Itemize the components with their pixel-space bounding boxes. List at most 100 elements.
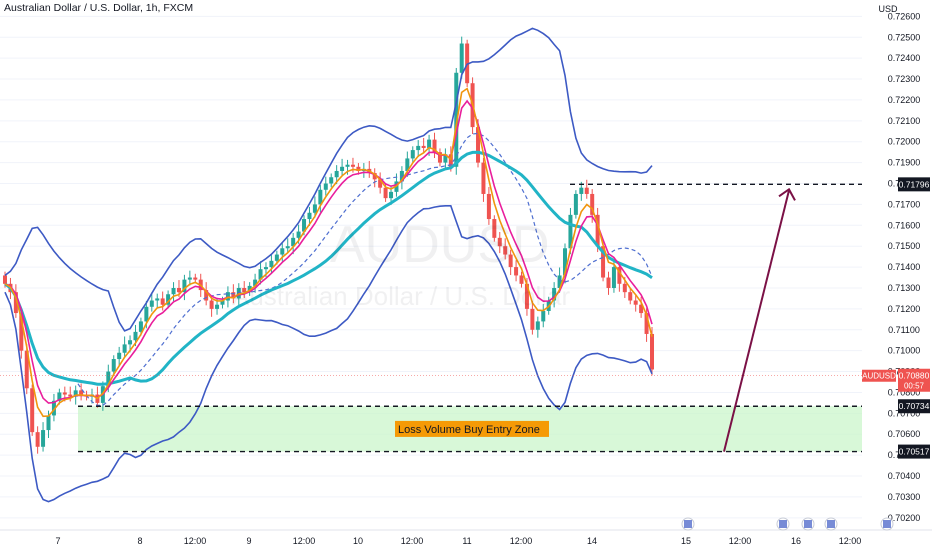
y-tick-label: 0.71400 bbox=[888, 262, 921, 272]
candle-body bbox=[176, 287, 181, 293]
candle-body bbox=[68, 394, 73, 397]
candle-body bbox=[231, 292, 236, 299]
y-tick-label: 0.70200 bbox=[888, 513, 921, 523]
candle-body bbox=[416, 145, 421, 151]
candle-body bbox=[448, 154, 453, 167]
level-price-tag bbox=[898, 444, 930, 459]
candle-body bbox=[465, 43, 470, 84]
x-tick-label: 10 bbox=[353, 536, 363, 546]
candle-body bbox=[535, 321, 540, 330]
zone-label: Loss Volume Buy Entry Zone bbox=[398, 424, 540, 436]
candle-body bbox=[193, 277, 198, 280]
candle-body bbox=[372, 173, 377, 180]
x-tick-label: 12:00 bbox=[184, 536, 207, 546]
y-tick-label: 0.72600 bbox=[888, 11, 921, 21]
candle-body bbox=[171, 287, 176, 295]
candle-body bbox=[144, 306, 149, 322]
y-axis-currency: USD bbox=[878, 4, 898, 14]
candle-body bbox=[13, 292, 18, 314]
candle-body bbox=[573, 193, 578, 215]
chart-title: Australian Dollar / U.S. Dollar, 1h, FXC… bbox=[4, 2, 194, 14]
y-tick-label: 0.72500 bbox=[888, 32, 921, 42]
candle-body bbox=[617, 267, 622, 284]
target-arrow-head bbox=[778, 187, 796, 201]
candle-body bbox=[552, 287, 557, 301]
x-tick-label: 7 bbox=[55, 536, 60, 546]
candle-body bbox=[650, 333, 654, 370]
symbol-price-tag bbox=[862, 369, 896, 382]
candle-body bbox=[557, 275, 562, 288]
y-tick-label: 0.70700 bbox=[888, 408, 921, 418]
y-tick-label: 0.70400 bbox=[888, 471, 921, 481]
candle-body bbox=[421, 145, 426, 148]
candle-body bbox=[410, 150, 415, 159]
x-tick-label: 12:00 bbox=[510, 536, 533, 546]
candle-body bbox=[584, 187, 589, 194]
candle-body bbox=[285, 246, 290, 249]
candle-body bbox=[334, 170, 339, 178]
candle-body bbox=[128, 340, 133, 345]
y-tick-label: 0.72400 bbox=[888, 53, 921, 63]
y-tick-label: 0.71900 bbox=[888, 158, 921, 168]
candle-body bbox=[133, 331, 138, 341]
x-tick-label: 11 bbox=[462, 536, 471, 546]
candle-body bbox=[269, 260, 274, 268]
candle-body bbox=[73, 390, 78, 397]
candle-body bbox=[345, 164, 350, 167]
x-tick-label: 9 bbox=[246, 536, 251, 546]
candle-body bbox=[280, 248, 285, 255]
candle-body bbox=[117, 352, 122, 360]
zone-label-bg bbox=[395, 420, 549, 437]
candle-body bbox=[302, 219, 307, 232]
candle-body bbox=[378, 179, 383, 188]
countdown-label: 00:57 bbox=[904, 382, 925, 391]
candle-body bbox=[225, 292, 230, 301]
y-tick-label: 0.71300 bbox=[888, 283, 921, 293]
level-price-tag bbox=[898, 399, 930, 414]
candle-body bbox=[312, 204, 317, 213]
candle-body bbox=[263, 267, 268, 270]
flag-icon bbox=[684, 520, 692, 528]
y-tick-label: 0.71000 bbox=[888, 346, 921, 356]
candle-body bbox=[41, 430, 46, 447]
candle-body bbox=[30, 388, 35, 433]
watermark-symbol: AUDUSD bbox=[330, 216, 550, 274]
x-tick-label: 15 bbox=[681, 536, 691, 546]
x-tick-label: 8 bbox=[137, 536, 142, 546]
y-tick-label: 0.71600 bbox=[888, 220, 921, 230]
candle-body bbox=[405, 158, 410, 171]
y-tick-label: 0.72300 bbox=[888, 74, 921, 84]
candle-body bbox=[356, 166, 361, 171]
candle-body bbox=[215, 304, 220, 309]
candle-body bbox=[486, 193, 491, 220]
x-tick-label: 12:00 bbox=[839, 536, 862, 546]
candle-body bbox=[622, 283, 627, 293]
ma-teal-line bbox=[4, 150, 653, 386]
y-tick-label: 0.71200 bbox=[888, 304, 921, 314]
sma-dashed-line bbox=[4, 132, 653, 407]
candle-body bbox=[242, 287, 247, 293]
candle-body bbox=[79, 390, 84, 395]
candle-body bbox=[182, 279, 187, 293]
y-tick-label: 0.71100 bbox=[888, 325, 920, 335]
flag-icon bbox=[883, 520, 891, 528]
candle-body bbox=[122, 344, 127, 353]
current-price-label: 0.70880 bbox=[899, 371, 930, 381]
candle-body bbox=[19, 313, 24, 351]
candle-body bbox=[166, 294, 171, 305]
symbol-price-label: AUDUSD bbox=[862, 372, 896, 381]
candle-body bbox=[524, 283, 529, 309]
candle-body bbox=[644, 313, 649, 334]
candle-body bbox=[606, 277, 611, 288]
candle-body bbox=[530, 308, 535, 330]
candle-body bbox=[508, 254, 513, 268]
level-price-label: 0.71796 bbox=[899, 179, 930, 189]
level-price-tag bbox=[898, 177, 930, 192]
candle-body bbox=[149, 300, 154, 307]
y-tick-label: 0.70300 bbox=[888, 492, 921, 502]
candle-body bbox=[595, 214, 600, 247]
candle-body bbox=[350, 164, 355, 167]
candle-body bbox=[57, 392, 62, 401]
candle-body bbox=[220, 300, 225, 305]
